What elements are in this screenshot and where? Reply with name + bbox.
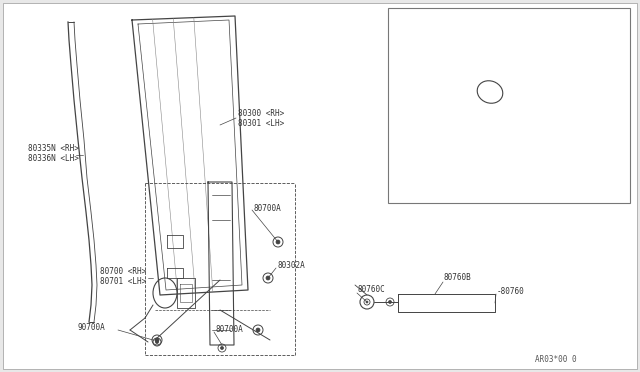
Circle shape <box>221 346 223 350</box>
Bar <box>388 8 630 203</box>
Circle shape <box>276 240 280 244</box>
Text: -80760: -80760 <box>497 286 525 295</box>
Circle shape <box>388 301 392 304</box>
Circle shape <box>156 340 159 343</box>
Text: 80335N <RH>: 80335N <RH> <box>28 144 79 153</box>
Text: - 80700A: - 80700A <box>455 164 492 173</box>
Text: 80760C: 80760C <box>358 285 386 295</box>
Text: 80701 <LH>: 80701 <LH> <box>100 278 147 286</box>
Text: 80301 <LH>: 80301 <LH> <box>238 119 284 128</box>
Circle shape <box>256 328 260 332</box>
Circle shape <box>155 338 159 342</box>
Text: 80730 <RH>: 80730 <RH> <box>492 144 538 153</box>
Text: 90700A: 90700A <box>78 324 106 333</box>
Text: CAN.S.GXE: CAN.S.GXE <box>394 19 436 29</box>
Text: 80302A: 80302A <box>278 260 306 269</box>
Text: 80700A: 80700A <box>254 203 282 212</box>
Text: 80731 <LH>: 80731 <LH> <box>492 154 538 163</box>
Text: F/PWR WINDOW: F/PWR WINDOW <box>394 32 449 41</box>
Text: 80336N <LH>: 80336N <LH> <box>28 154 79 163</box>
Text: AR03*00 0: AR03*00 0 <box>535 356 577 365</box>
Text: 80700A: 80700A <box>215 326 243 334</box>
Circle shape <box>266 276 270 280</box>
Text: 80300 <RH>: 80300 <RH> <box>238 109 284 118</box>
Circle shape <box>443 146 447 150</box>
Text: 80700 <RH>: 80700 <RH> <box>100 267 147 276</box>
Circle shape <box>366 301 368 303</box>
Text: 80760B: 80760B <box>444 273 472 282</box>
